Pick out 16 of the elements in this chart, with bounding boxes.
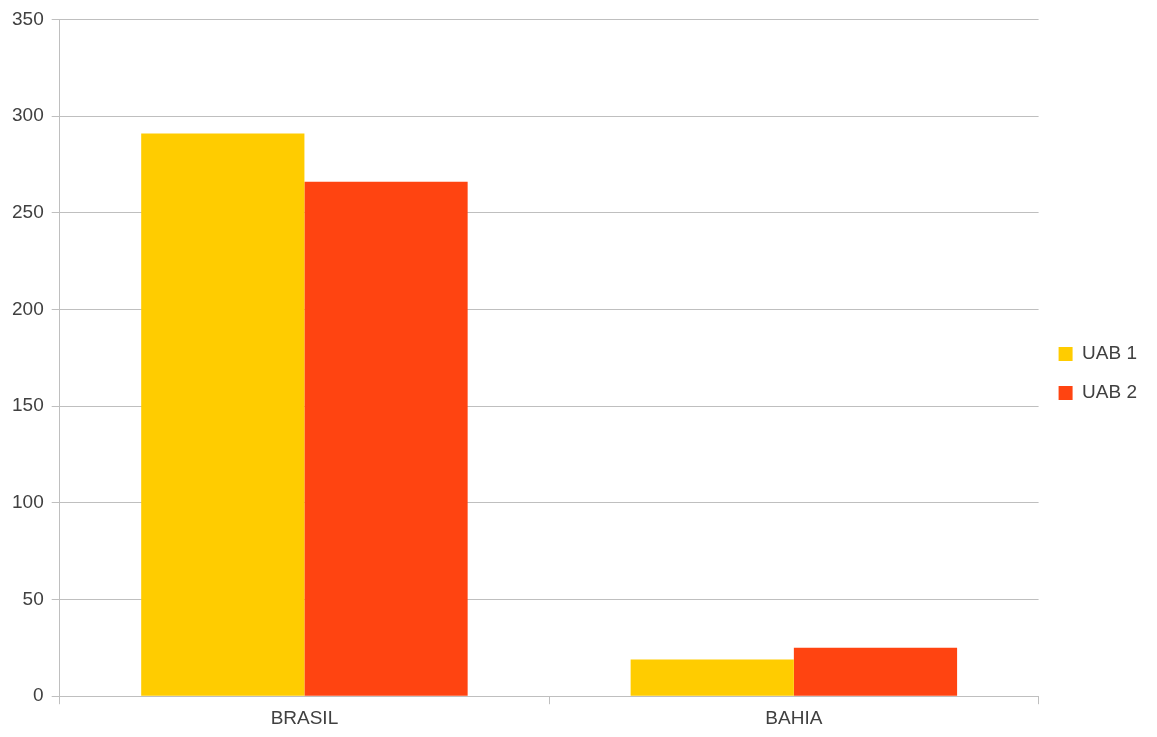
y-tick-label: 250 — [12, 201, 44, 223]
legend-label: UAB 1 — [1082, 342, 1138, 364]
y-tick-label: 0 — [33, 684, 44, 706]
bar — [793, 647, 958, 696]
x-tick-label: BAHIA — [765, 706, 823, 728]
y-tick-label: 300 — [12, 104, 44, 126]
y-tick-label: 50 — [22, 587, 44, 609]
x-tick-label: BRASIL — [270, 706, 339, 728]
bar — [304, 181, 468, 696]
y-tick-label: 150 — [12, 394, 44, 416]
y-tick-label: 350 — [12, 7, 44, 29]
bar — [630, 659, 794, 696]
y-tick-label: 200 — [12, 297, 44, 319]
legend-label: UAB 2 — [1082, 381, 1138, 403]
bar — [141, 133, 305, 696]
y-tick-label: 100 — [12, 491, 44, 513]
